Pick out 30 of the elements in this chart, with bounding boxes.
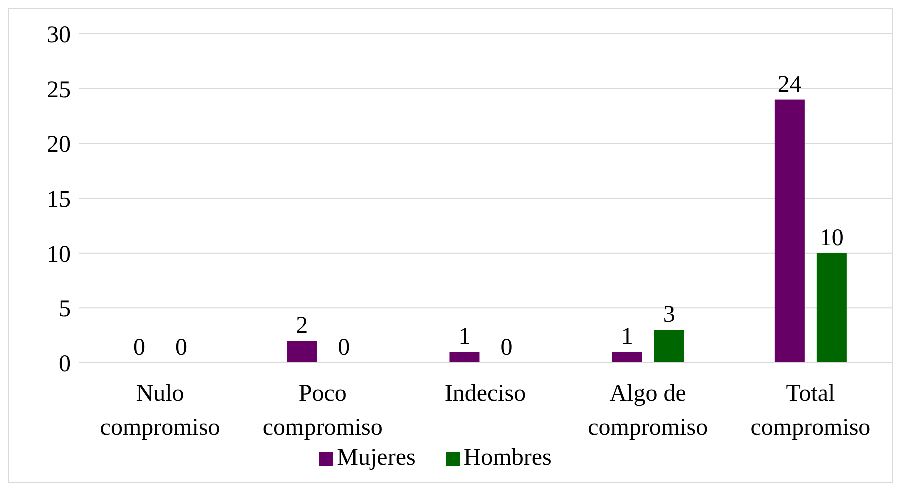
bar xyxy=(287,341,318,363)
bar xyxy=(612,352,642,363)
y-tick-label: 30 xyxy=(47,22,71,49)
data-label: 10 xyxy=(820,225,844,252)
y-tick-label: 5 xyxy=(59,296,71,323)
bar xyxy=(654,330,684,363)
y-tick-label: 0 xyxy=(59,352,71,378)
x-tick-label: Total compromiso xyxy=(750,381,871,441)
bar xyxy=(450,352,480,363)
bar xyxy=(816,253,847,363)
data-label: 1 xyxy=(458,324,471,350)
data-label: 3 xyxy=(663,302,676,328)
data-label: 0 xyxy=(134,335,146,361)
data-label: 0 xyxy=(338,335,350,361)
data-label: 0 xyxy=(500,335,513,361)
y-tick-label: 10 xyxy=(47,242,71,268)
x-tick-label: Poco compromiso xyxy=(262,381,383,441)
bar xyxy=(774,100,805,363)
legend-label: Mujeres xyxy=(337,445,416,471)
data-label: 0 xyxy=(176,335,188,361)
x-tick-label: Nulo compromiso xyxy=(100,381,220,441)
data-label: 1 xyxy=(621,324,634,350)
data-label: 24 xyxy=(778,72,802,98)
data-label: 2 xyxy=(296,313,308,340)
y-tick-label: 25 xyxy=(47,77,71,104)
x-tick-label: Indeciso xyxy=(444,381,526,407)
y-tick-label: 20 xyxy=(47,132,71,158)
y-tick-label: 15 xyxy=(47,187,71,214)
legend-label: Hombres xyxy=(464,445,552,471)
x-tick-label: Algo de compromiso xyxy=(588,381,708,441)
